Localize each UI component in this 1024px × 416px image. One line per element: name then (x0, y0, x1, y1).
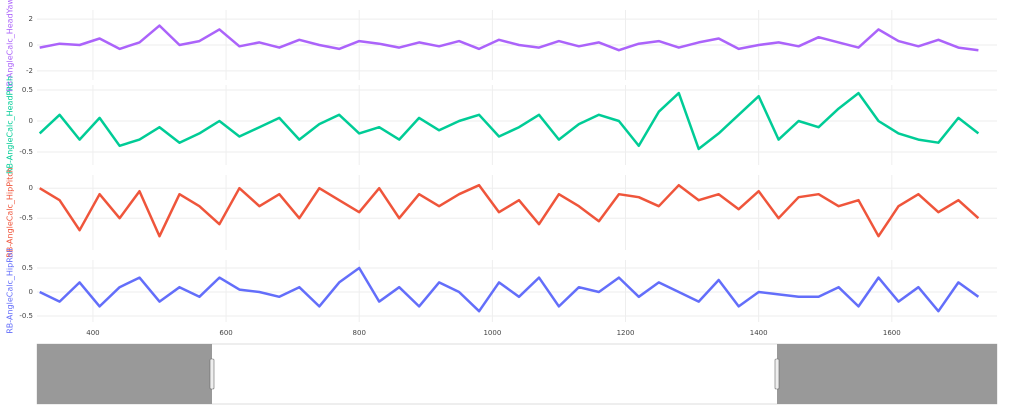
y-axis-title: RB-AngleCalc_HipRoll (6, 248, 15, 334)
x-tick-label: 600 (219, 329, 232, 337)
x-tick-label: 1200 (617, 329, 635, 337)
y-tick-label: 0 (29, 184, 33, 192)
y-axis-title: RB-AngleCalc_HipPitch (6, 167, 15, 257)
range-slider[interactable] (36, 343, 998, 405)
y-tick-label: 0 (29, 117, 33, 125)
y-tick-label: 0.5 (22, 86, 33, 94)
x-tick-label: 1400 (750, 329, 768, 337)
y-axis-title: RB-AngleCalc_HeadPitch (6, 76, 15, 174)
y-tick-label: -0.5 (19, 148, 33, 156)
y-tick-label: 2 (29, 15, 33, 23)
y-tick-label: -0.5 (19, 214, 33, 222)
x-tick-label: 400 (86, 329, 99, 337)
y-tick-label: 0 (29, 41, 33, 49)
slider-mask-left (37, 344, 212, 404)
data-line (39, 266, 980, 313)
data-line (38, 91, 980, 151)
slider-mask-right (777, 344, 997, 404)
x-tick-label: 1600 (883, 329, 901, 337)
slider-handle-left[interactable] (209, 358, 215, 390)
data-line (39, 24, 979, 52)
x-tick-label: 800 (353, 329, 366, 337)
y-tick-label: 0.5 (22, 264, 33, 272)
y-axis-title: RB-AngleCalc_HeadYaw (6, 0, 15, 92)
slider-handle-right[interactable] (774, 358, 780, 390)
data-line (39, 183, 980, 238)
y-tick-label: -2 (26, 67, 33, 75)
y-tick-label: 0 (29, 288, 33, 296)
x-tick-label: 1000 (483, 329, 501, 337)
y-tick-label: -0.5 (19, 312, 33, 320)
